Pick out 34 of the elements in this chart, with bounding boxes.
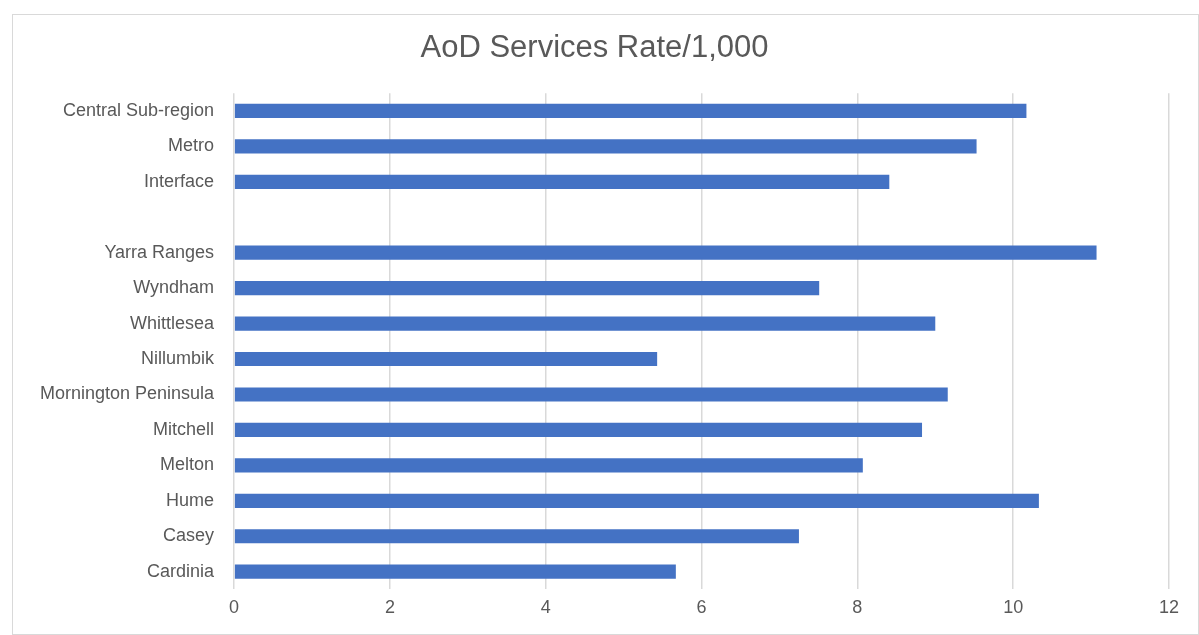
bar (234, 564, 676, 579)
bar (234, 174, 890, 189)
y-tick-label: Mornington Peninsula (39, 383, 216, 404)
bar (234, 387, 948, 402)
bar (234, 458, 863, 473)
bar (234, 103, 1027, 119)
x-tick-label: 8 (852, 597, 863, 618)
y-tick-label: Yarra Ranges (104, 241, 215, 262)
bar (234, 351, 658, 367)
y-tick-label: Mitchell (153, 418, 215, 439)
bar (234, 422, 923, 437)
bar (234, 281, 820, 296)
bar (234, 245, 1097, 260)
y-tick-label: Central Sub-region (63, 99, 215, 120)
y-tick-label: Wyndham (133, 277, 215, 298)
y-tick-label: Casey (163, 525, 215, 546)
chart-title: AoD Services Rate/1,000 (420, 29, 769, 65)
y-tick-label: Nillumbik (141, 347, 216, 368)
x-tick-label: 10 (1003, 597, 1024, 618)
bar (234, 316, 936, 331)
y-tick-label: Hume (166, 489, 215, 510)
y-tick-label: Melton (160, 454, 215, 475)
y-tick-label: Whittlesea (130, 312, 216, 333)
x-tick-label: 4 (540, 597, 551, 618)
x-tick-label: 12 (1158, 597, 1180, 618)
y-tick-label: Metro (168, 135, 215, 156)
x-tick-label: 0 (229, 597, 240, 618)
bar (234, 529, 799, 544)
bar (234, 139, 977, 154)
bar (234, 493, 1039, 508)
x-tick-label: 6 (696, 597, 707, 618)
y-tick-label: Interface (144, 170, 215, 191)
y-tick-label: Cardinia (147, 560, 216, 581)
x-tick-label: 2 (384, 597, 395, 618)
